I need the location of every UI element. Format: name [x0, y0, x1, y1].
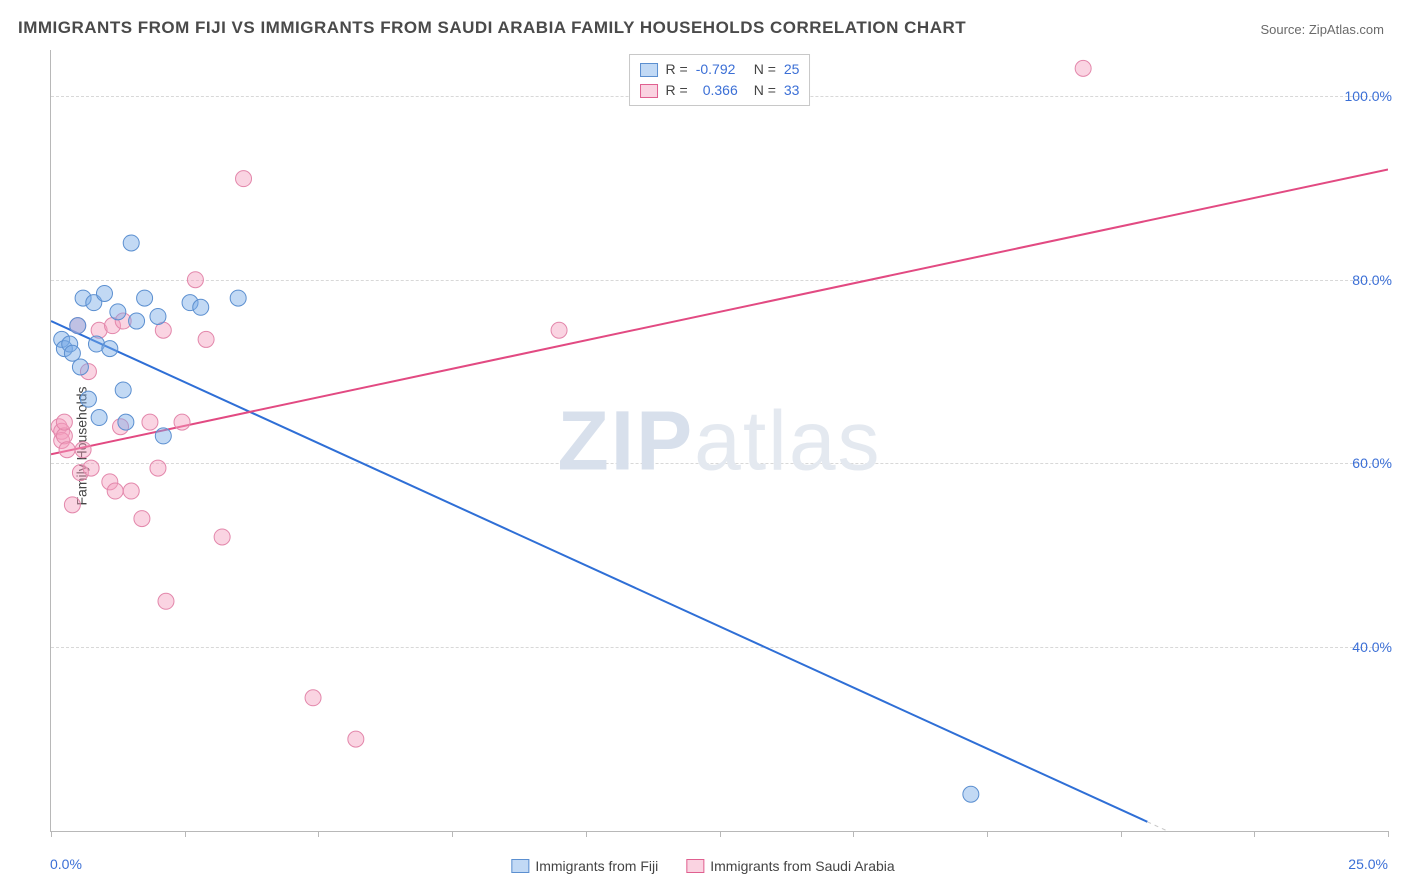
point-blue [193, 299, 209, 315]
legend-item-saudi: Immigrants from Saudi Arabia [686, 858, 894, 874]
r-value-pink: 0.366 [696, 80, 746, 101]
regression-extension [1147, 822, 1388, 831]
point-pink [59, 442, 75, 458]
point-blue [129, 313, 145, 329]
point-blue [150, 308, 166, 324]
legend-label-saudi: Immigrants from Saudi Arabia [710, 858, 894, 874]
point-pink [75, 442, 91, 458]
point-blue [91, 410, 107, 426]
point-pink [142, 414, 158, 430]
point-pink [214, 529, 230, 545]
point-pink [107, 483, 123, 499]
point-pink [64, 497, 80, 513]
x-tick [987, 831, 988, 837]
legend-row-pink: R = 0.366 N = 33 [640, 80, 800, 101]
point-pink [56, 414, 72, 430]
point-pink [123, 483, 139, 499]
point-blue [72, 359, 88, 375]
point-pink [1075, 60, 1091, 76]
n-value-pink: 33 [784, 80, 800, 101]
regression-line-pink [51, 169, 1388, 454]
point-blue [64, 345, 80, 361]
x-tick [853, 831, 854, 837]
correlation-legend: R = -0.792 N = 25 R = 0.366 N = 33 [629, 54, 811, 106]
point-pink [150, 460, 166, 476]
x-tick-last: 25.0% [1348, 856, 1388, 872]
point-blue [80, 391, 96, 407]
point-blue [155, 428, 171, 444]
r-value-blue: -0.792 [696, 59, 746, 80]
series-legend: Immigrants from Fiji Immigrants from Sau… [511, 858, 894, 874]
x-tick [185, 831, 186, 837]
point-pink [236, 171, 252, 187]
point-blue [230, 290, 246, 306]
x-tick [1254, 831, 1255, 837]
point-blue [96, 285, 112, 301]
x-tick-first: 0.0% [50, 856, 82, 872]
point-pink [158, 593, 174, 609]
regression-line-blue [51, 321, 1147, 822]
legend-label-fiji: Immigrants from Fiji [535, 858, 658, 874]
source-value: ZipAtlas.com [1309, 22, 1384, 37]
point-blue [137, 290, 153, 306]
chart-title: IMMIGRANTS FROM FIJI VS IMMIGRANTS FROM … [18, 18, 966, 38]
point-blue [963, 786, 979, 802]
x-tick [51, 831, 52, 837]
swatch-blue [640, 63, 658, 77]
n-value-blue: 25 [784, 59, 800, 80]
point-blue [118, 414, 134, 430]
point-pink [134, 511, 150, 527]
point-pink [174, 414, 190, 430]
r-label: R = [666, 80, 688, 101]
point-pink [187, 272, 203, 288]
x-tick [720, 831, 721, 837]
x-tick [1388, 831, 1389, 837]
point-pink [198, 331, 214, 347]
point-blue [102, 341, 118, 357]
legend-row-blue: R = -0.792 N = 25 [640, 59, 800, 80]
source-attribution: Source: ZipAtlas.com [1260, 22, 1384, 37]
swatch-pink [686, 859, 704, 873]
legend-item-fiji: Immigrants from Fiji [511, 858, 658, 874]
point-blue [123, 235, 139, 251]
swatch-blue [511, 859, 529, 873]
chart-plot-area: ZIPatlas R = -0.792 N = 25 R = 0.366 N =… [50, 50, 1388, 832]
point-blue [70, 318, 86, 334]
plot-svg [51, 50, 1388, 831]
point-blue [115, 382, 131, 398]
n-label: N = [754, 59, 776, 80]
point-pink [83, 460, 99, 476]
swatch-pink [640, 84, 658, 98]
point-blue [110, 304, 126, 320]
point-pink [551, 322, 567, 338]
point-pink [305, 690, 321, 706]
n-label: N = [754, 80, 776, 101]
x-tick [452, 831, 453, 837]
x-tick [1121, 831, 1122, 837]
x-tick [318, 831, 319, 837]
x-tick [586, 831, 587, 837]
source-label: Source: [1260, 22, 1308, 37]
r-label: R = [666, 59, 688, 80]
point-pink [348, 731, 364, 747]
